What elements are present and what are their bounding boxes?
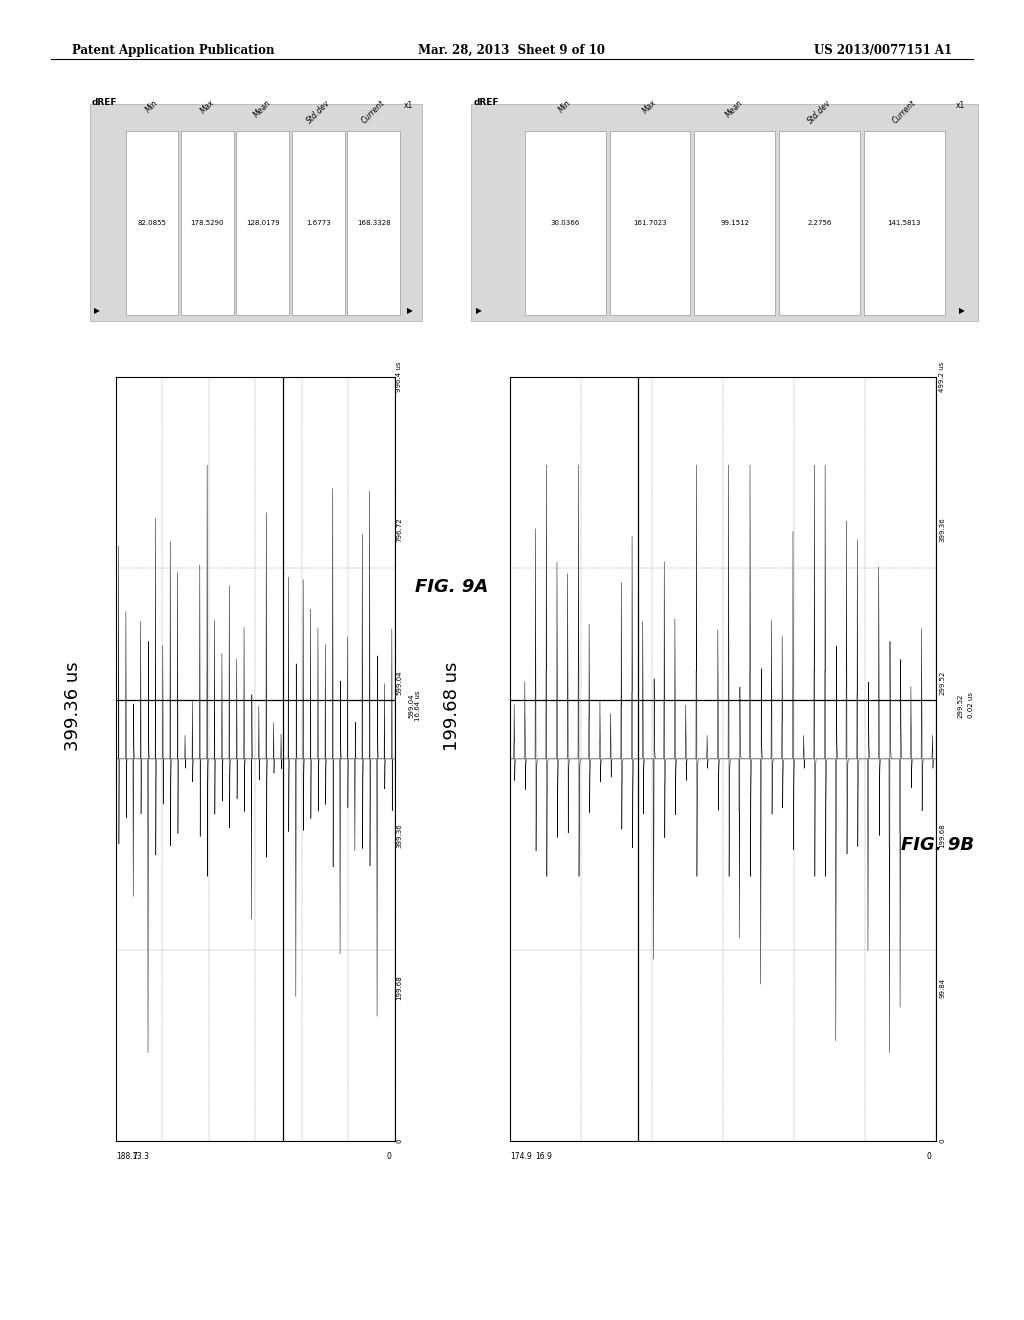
Text: x1: x1	[403, 102, 413, 111]
Text: 0: 0	[927, 1152, 932, 1162]
Bar	[471, 103, 978, 321]
Text: 399.36: 399.36	[939, 517, 945, 543]
Text: FIG. 9A: FIG. 9A	[415, 578, 488, 597]
Bar	[90, 103, 422, 321]
Text: 996.4 us: 996.4 us	[396, 362, 402, 392]
Text: 168.3328: 168.3328	[356, 220, 390, 226]
Text: Current: Current	[360, 98, 387, 125]
Text: 499.2 us: 499.2 us	[939, 362, 945, 392]
Text: 178.5290: 178.5290	[190, 220, 224, 226]
Text: 299.52: 299.52	[939, 671, 945, 694]
Text: dREF: dREF	[474, 98, 499, 107]
Text: 0: 0	[386, 1152, 391, 1162]
Text: 141.5813: 141.5813	[888, 220, 922, 226]
Text: 399.36 us: 399.36 us	[63, 661, 82, 751]
Bar	[181, 132, 233, 315]
Text: x1: x1	[955, 102, 965, 111]
Text: 0.02 us: 0.02 us	[968, 693, 974, 718]
Text: dREF: dREF	[92, 98, 118, 107]
Bar	[292, 132, 344, 315]
Text: Patent Application Publication: Patent Application Publication	[72, 44, 274, 57]
Text: Min: Min	[557, 98, 573, 114]
Text: 82.0855: 82.0855	[137, 220, 166, 226]
Text: 2.2756: 2.2756	[808, 220, 831, 226]
Text: 16.9: 16.9	[536, 1152, 552, 1162]
Text: 599.04: 599.04	[396, 671, 402, 694]
Text: 73.3: 73.3	[132, 1152, 150, 1162]
Text: 99.84: 99.84	[939, 978, 945, 998]
Bar	[779, 132, 860, 315]
Text: ▶: ▶	[94, 306, 99, 315]
Text: 99.1512: 99.1512	[720, 220, 750, 226]
Text: 599.04: 599.04	[409, 693, 414, 718]
Bar	[609, 132, 690, 315]
Bar	[525, 132, 605, 315]
Text: Std.dev: Std.dev	[806, 98, 834, 125]
Text: Std.dev: Std.dev	[305, 98, 332, 125]
Text: ▶: ▶	[408, 306, 413, 315]
Text: FIG. 9B: FIG. 9B	[901, 836, 974, 854]
Bar	[864, 132, 945, 315]
Text: 199.68: 199.68	[939, 822, 945, 847]
Text: 399.36: 399.36	[396, 822, 402, 847]
Text: 199.68 us: 199.68 us	[442, 661, 461, 751]
Text: ▶: ▶	[959, 306, 965, 315]
Text: Max: Max	[641, 98, 658, 115]
Text: US 2013/0077151 A1: US 2013/0077151 A1	[814, 44, 952, 57]
Text: 796.72: 796.72	[396, 517, 402, 543]
Text: 199.68: 199.68	[396, 975, 402, 1001]
Text: 30.0366: 30.0366	[551, 220, 580, 226]
Text: Current: Current	[891, 98, 918, 125]
Text: 16.64 us: 16.64 us	[415, 690, 421, 721]
Bar	[694, 132, 775, 315]
Text: Mar. 28, 2013  Sheet 9 of 10: Mar. 28, 2013 Sheet 9 of 10	[419, 44, 605, 57]
Text: Mean: Mean	[252, 98, 273, 119]
Bar	[237, 132, 289, 315]
Bar	[126, 132, 178, 315]
Text: 128.0179: 128.0179	[246, 220, 280, 226]
Text: 299.52: 299.52	[957, 693, 964, 718]
Text: 0: 0	[939, 1139, 945, 1143]
Bar	[347, 132, 400, 315]
Text: Mean: Mean	[724, 98, 745, 119]
Text: 174.9: 174.9	[510, 1152, 531, 1162]
Text: ▶: ▶	[476, 306, 482, 315]
Text: Min: Min	[144, 98, 160, 114]
Text: 188.1: 188.1	[116, 1152, 137, 1162]
Text: 1.6773: 1.6773	[306, 220, 331, 226]
Text: Max: Max	[199, 98, 216, 115]
Text: 0: 0	[396, 1139, 402, 1143]
Text: 161.7023: 161.7023	[633, 220, 667, 226]
